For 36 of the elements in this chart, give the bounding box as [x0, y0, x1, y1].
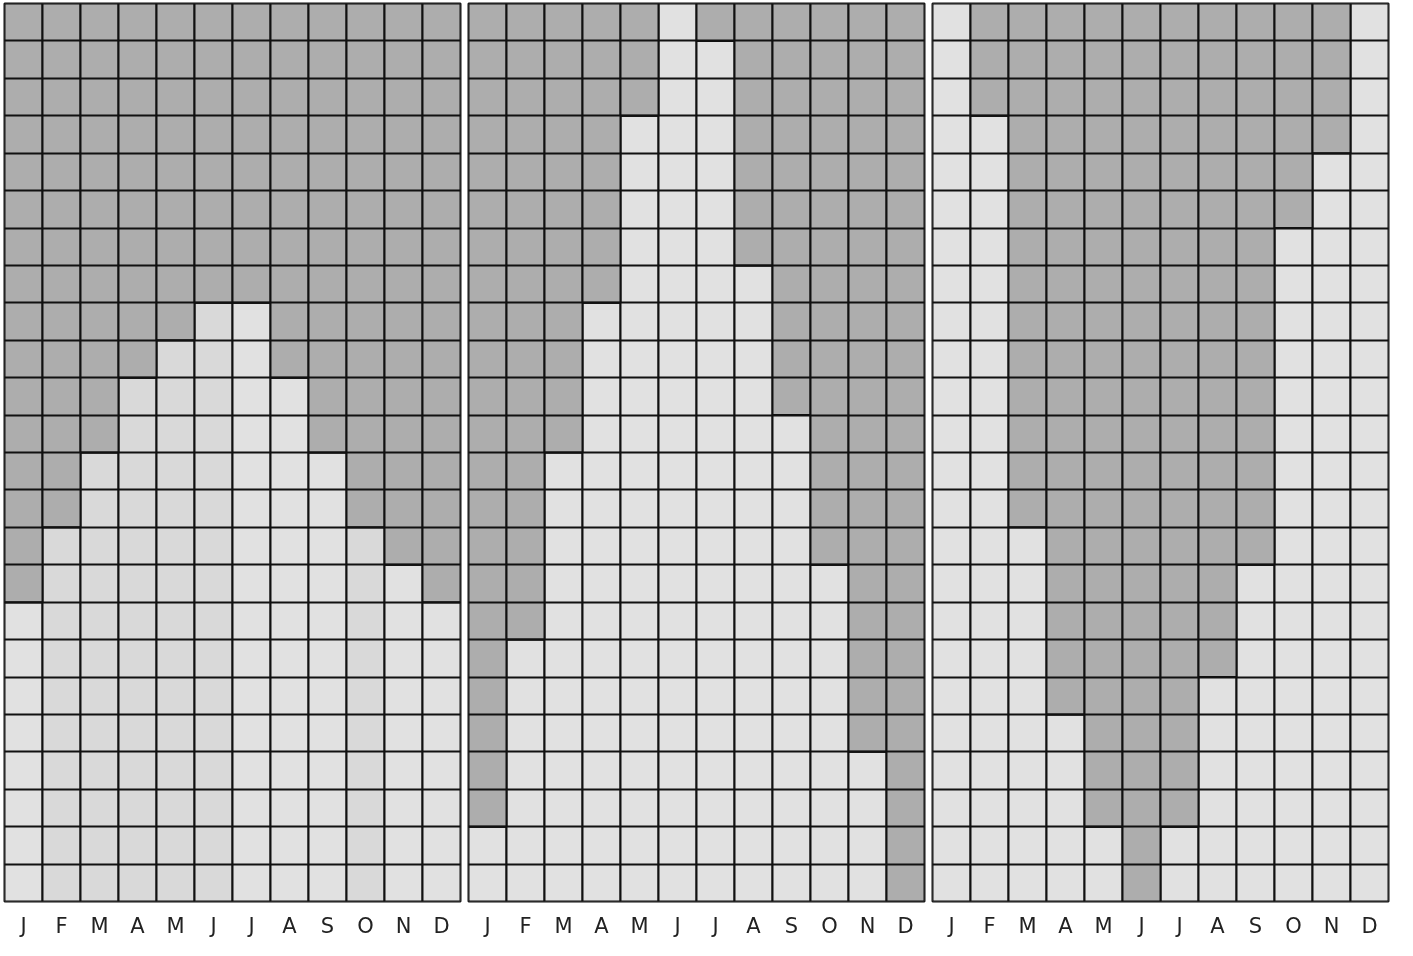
x-tick-label: M: [1094, 913, 1113, 938]
x-tick-label: S: [320, 913, 335, 938]
x-tick-label: M: [630, 913, 649, 938]
x-tick-label: J: [710, 913, 719, 938]
x-tick-label: M: [554, 913, 573, 938]
x-tick-label: A: [594, 913, 610, 938]
x-tick-label: S: [1248, 913, 1263, 938]
x-tick-label: F: [55, 913, 68, 938]
x-tick-label: N: [1323, 913, 1340, 938]
x-tick-label: S: [784, 913, 799, 938]
x-tick-label: F: [519, 913, 532, 938]
x-tick-label: J: [1174, 913, 1183, 938]
x-tick-label: A: [1058, 913, 1074, 938]
x-tick-label: J: [208, 913, 217, 938]
x-tick-label: F: [983, 913, 996, 938]
x-tick-label: N: [859, 913, 876, 938]
x-tick-label: J: [18, 913, 27, 938]
x-tick-label: O: [1285, 913, 1302, 938]
x-tick-label: D: [897, 913, 914, 938]
x-tick-label: D: [1361, 913, 1378, 938]
x-tick-label: M: [90, 913, 109, 938]
x-tick-label: N: [395, 913, 412, 938]
x-tick-label: J: [946, 913, 955, 938]
x-tick-label: D: [433, 913, 450, 938]
x-tick-label: M: [1018, 913, 1037, 938]
x-tick-label: J: [672, 913, 681, 938]
x-tick-label: J: [1136, 913, 1145, 938]
x-tick-label: A: [1210, 913, 1226, 938]
x-tick-label: O: [821, 913, 838, 938]
x-tick-label: M: [166, 913, 185, 938]
x-tick-label: A: [282, 913, 298, 938]
x-tick-label: A: [130, 913, 146, 938]
x-tick-label: O: [357, 913, 374, 938]
x-tick-label: A: [746, 913, 762, 938]
x-tick-label: J: [482, 913, 491, 938]
x-tick-label: J: [246, 913, 255, 938]
